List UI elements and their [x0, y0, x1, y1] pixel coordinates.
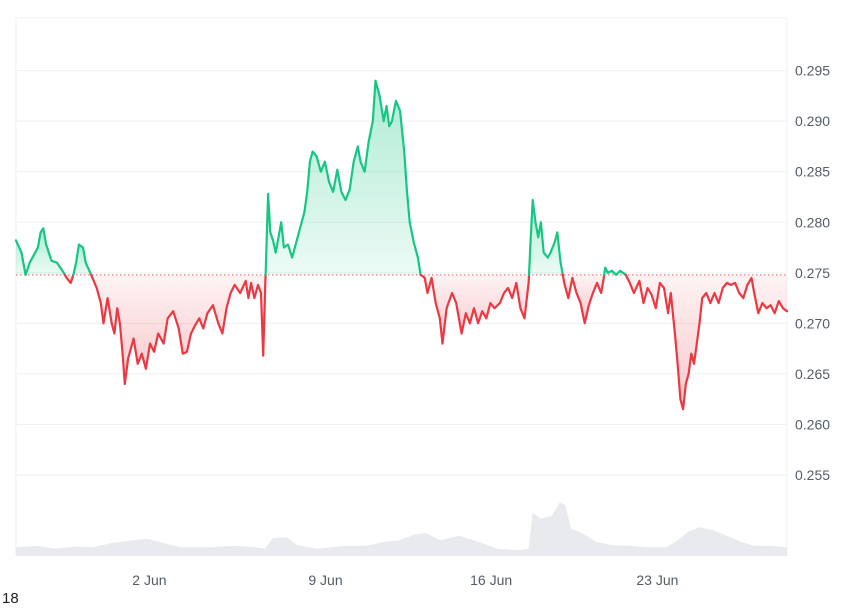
down-price-line	[561, 273, 606, 325]
up-price-line	[264, 79, 422, 276]
y-tick-label: 0.255	[795, 467, 830, 483]
y-tick-label: 0.265	[795, 366, 830, 382]
down-price-line	[419, 273, 531, 345]
up-price-line	[527, 198, 564, 276]
y-tick-label: 0.260	[795, 416, 830, 432]
y-tick-label: 0.275	[795, 265, 830, 281]
y-tick-label: 0.295	[795, 63, 830, 79]
y-tick-label: 0.285	[795, 164, 830, 180]
y-tick-label: 0.280	[795, 214, 830, 230]
up-price-line	[14, 227, 66, 276]
down-price-line	[63, 273, 75, 284]
corner-label: 18	[2, 590, 19, 607]
x-tick-label: 23 Jun	[636, 572, 678, 588]
up-price-line	[72, 243, 93, 276]
x-axis: 2 Jun 9 Jun 16 Jun 23 Jun	[132, 572, 678, 588]
up-fill-area	[16, 228, 65, 275]
down-fill-area	[91, 274, 266, 384]
x-tick-label: 16 Jun	[470, 572, 512, 588]
y-tick-label: 0.290	[795, 113, 830, 129]
volume-area-path	[16, 502, 787, 556]
up-price-line	[603, 266, 627, 276]
down-price-line	[90, 273, 267, 386]
x-tick-label: 2 Jun	[132, 572, 166, 588]
y-tick-label: 0.270	[795, 315, 830, 331]
y-axis: 0.295 0.290 0.285 0.280 0.275 0.270 0.265 0.260…	[795, 63, 830, 483]
down-fill-area	[562, 274, 605, 324]
price-line-series	[14, 79, 789, 411]
down-price-line	[624, 273, 789, 411]
up-fill-area	[529, 200, 563, 275]
up-fill-area	[265, 80, 421, 275]
x-tick-label: 9 Jun	[308, 572, 342, 588]
volume-area	[16, 502, 787, 556]
